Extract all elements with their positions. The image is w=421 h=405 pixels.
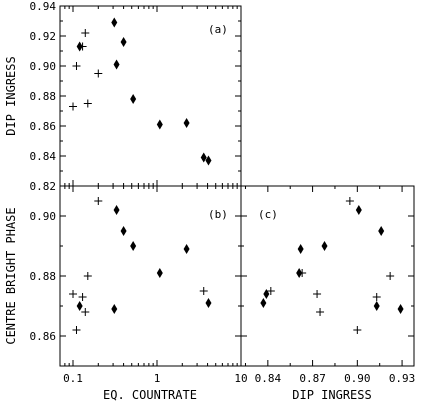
- diamond-point: [113, 205, 120, 215]
- plus-point: [83, 99, 92, 108]
- panel-a: 0.82 0.84 0.86 0.88 0.90 0.92 0.94 (a): [30, 0, 242, 193]
- y-tick-label: 0.90: [30, 60, 57, 73]
- diamond-point: [373, 301, 380, 311]
- panel-c: 0.84 0.87 0.90 0.93 (c): [240, 185, 415, 385]
- y-tick-label: 0.88: [30, 270, 57, 283]
- x-tick-label: 0.84: [255, 372, 282, 385]
- plus-point: [353, 326, 362, 334]
- panel-c-label: (c): [258, 208, 278, 221]
- diamond-point: [183, 118, 190, 128]
- plus-point: [94, 69, 103, 78]
- y-tick-label: 0.88: [30, 90, 57, 103]
- diamond-point: [120, 37, 127, 47]
- plus-point: [372, 293, 381, 301]
- y-tick-label: 0.86: [30, 330, 57, 343]
- plus-point: [298, 269, 307, 277]
- diamond-point: [378, 226, 385, 236]
- plus-point: [69, 102, 78, 111]
- panel-b: 0.86 0.88 0.90 0.1 1 10 (b): [30, 185, 248, 385]
- y-tick-label: 0.92: [30, 30, 57, 43]
- diamond-point: [130, 241, 137, 251]
- plus-point: [386, 272, 395, 280]
- y-tick-label: 0.82: [30, 180, 57, 193]
- plus-point: [81, 308, 90, 316]
- x-tick-label: 10: [234, 372, 247, 385]
- y-tick-label: 0.84: [30, 150, 57, 163]
- y-tick-label: 0.90: [30, 210, 57, 223]
- diamond-point: [260, 298, 267, 308]
- plus-point: [72, 326, 81, 334]
- plus-point: [72, 62, 81, 70]
- y-axis-label-bottom: CENTRE BRIGHT PHASE: [4, 207, 18, 344]
- diamond-point: [120, 226, 127, 236]
- plus-point: [83, 272, 92, 280]
- diamond-point: [111, 17, 118, 28]
- diamond-point: [76, 301, 83, 311]
- y-axis-label-top: DIP INGRESS: [4, 56, 18, 135]
- diamond-point: [130, 94, 137, 104]
- panel-a-ticks: 0.82 0.84 0.86 0.88 0.90 0.92 0.94: [30, 0, 242, 193]
- diamond-point: [205, 155, 212, 166]
- x-axis-label-left: EQ. COUNTRATE: [103, 388, 197, 402]
- diamond-point: [156, 119, 163, 130]
- plus-point: [345, 197, 354, 205]
- plus-point: [199, 287, 208, 295]
- plus-point: [69, 290, 78, 298]
- y-tick-label: 0.86: [30, 120, 57, 133]
- x-tick-label: 0.93: [389, 372, 416, 385]
- plus-point: [78, 293, 87, 301]
- panel-a-label: (a): [208, 23, 228, 36]
- plus-point: [94, 197, 103, 205]
- diamond-point: [205, 298, 212, 308]
- x-tick-label: 1: [154, 372, 161, 385]
- panel-c-points: [260, 197, 404, 334]
- panel-b-label: (b): [208, 208, 228, 221]
- diamond-point: [111, 304, 118, 314]
- panel-c-ticks: 0.84 0.87 0.90 0.93: [241, 186, 415, 385]
- plus-point: [266, 287, 275, 295]
- y-tick-label: 0.94: [30, 0, 57, 13]
- plus-point: [81, 29, 90, 37]
- plus-point: [78, 42, 87, 51]
- x-axis-label-right: DIP INGRESS: [292, 388, 371, 402]
- diamond-point: [113, 59, 120, 70]
- plus-point: [313, 290, 322, 298]
- x-tick-label: 0.1: [63, 372, 83, 385]
- panel-b-points: [69, 197, 212, 334]
- diamond-point: [355, 205, 362, 215]
- diamond-point: [321, 241, 328, 251]
- diamond-point: [200, 152, 207, 163]
- diamond-point: [183, 244, 190, 254]
- x-tick-label: 0.90: [344, 372, 371, 385]
- plus-point: [316, 308, 325, 316]
- diamond-point: [397, 304, 404, 314]
- diamond-point: [156, 268, 163, 278]
- diamond-point: [297, 244, 304, 254]
- panel-a-points: [69, 17, 212, 166]
- x-tick-label: 0.87: [299, 372, 326, 385]
